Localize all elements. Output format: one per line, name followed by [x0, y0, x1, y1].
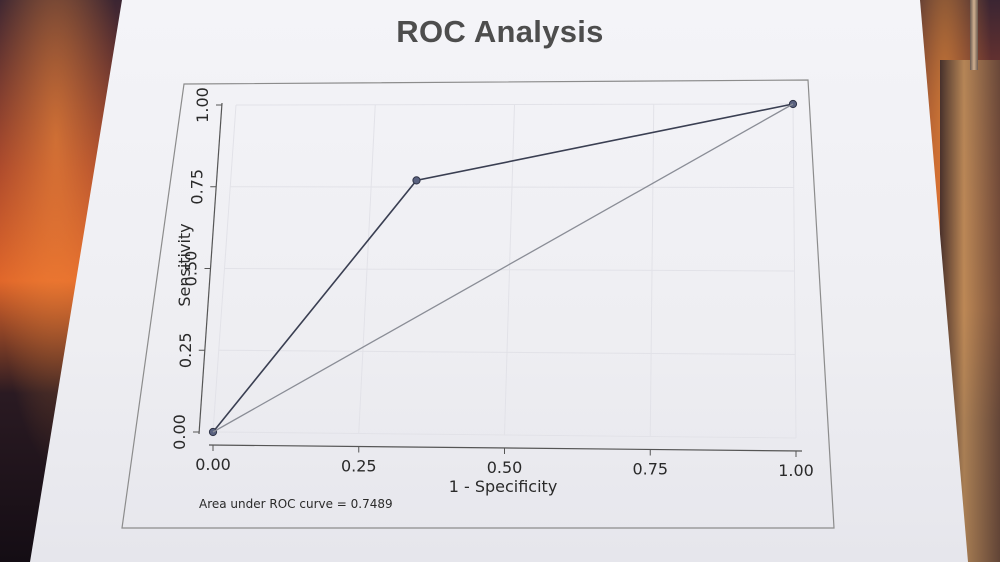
background-tower-spire — [970, 0, 978, 70]
chart-border — [121, 79, 835, 529]
auc-annotation: Area under ROC curve = 0.7489 — [199, 497, 393, 511]
y-tick-label: 0.25 — [176, 332, 195, 368]
reference-diagonal-line — [212, 103, 794, 433]
y-tick-label: 0.50 — [182, 251, 201, 287]
x-gridline — [649, 104, 655, 437]
x-gridline — [792, 103, 797, 439]
y-axis-title: Sensitivity — [175, 223, 194, 306]
roc-point — [412, 176, 421, 185]
y-gridline — [230, 186, 794, 188]
x-tick-label: 0.00 — [195, 455, 231, 474]
slide-title: ROC Analysis — [396, 14, 604, 49]
x-tick-label: 0.50 — [487, 458, 523, 477]
y-gridline — [235, 103, 794, 106]
x-tick-label: 0.25 — [341, 457, 377, 476]
x-axis-line — [208, 444, 803, 452]
x-axis-title: 1 - Specificity — [449, 477, 558, 496]
y-tick-label: 0.75 — [187, 169, 206, 205]
y-tick-label: 1.00 — [193, 87, 212, 123]
x-tick-label: 0.75 — [632, 460, 668, 479]
y-tick-label: 0.00 — [170, 414, 189, 450]
x-tick-label: 1.00 — [778, 461, 814, 480]
y-gridline — [224, 268, 795, 272]
